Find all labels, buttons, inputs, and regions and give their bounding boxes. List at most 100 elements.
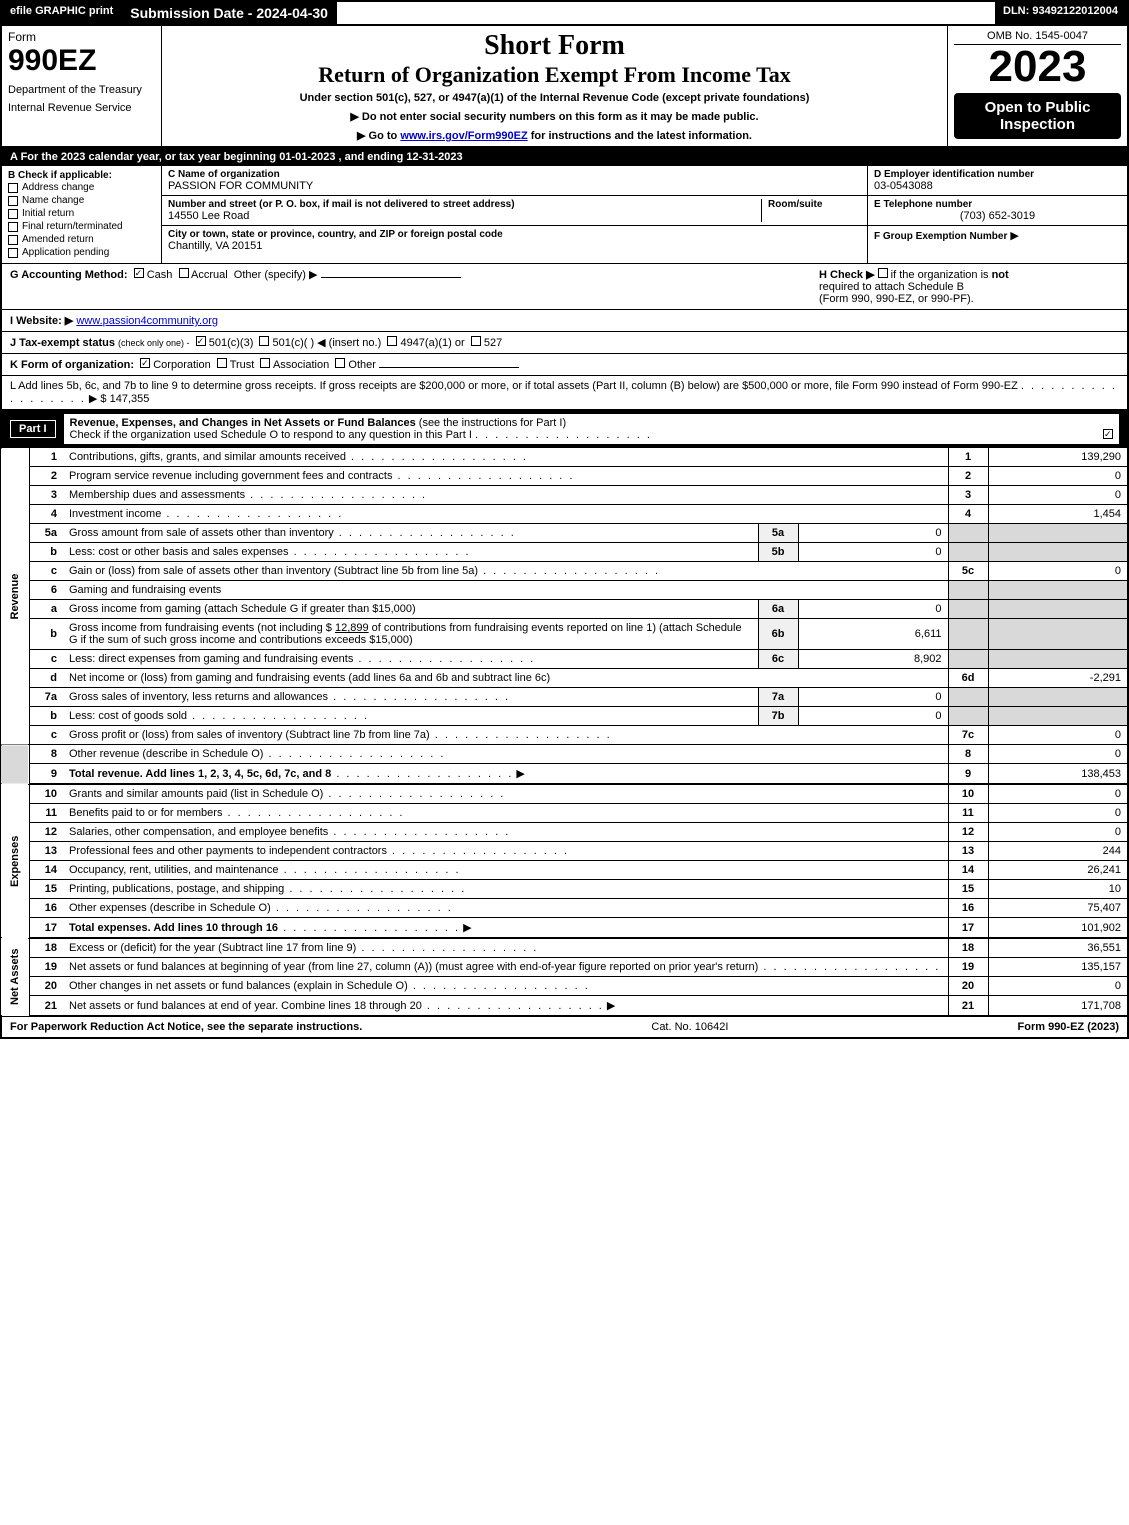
k-corp: Corporation bbox=[153, 359, 210, 371]
line-14: 14 Occupancy, rent, utilities, and maint… bbox=[1, 861, 1128, 880]
k-trust: Trust bbox=[230, 359, 255, 371]
h-text4: (Form 990, 990-EZ, or 990-PF). bbox=[819, 293, 974, 305]
j-501c: 501(c)( ) ◀ (insert no.) bbox=[273, 337, 382, 349]
l12-rnum: 12 bbox=[948, 823, 988, 842]
cb-initial-return[interactable]: Initial return bbox=[8, 207, 155, 220]
l15-val: 10 bbox=[988, 880, 1128, 899]
l17-desc: Total expenses. Add lines 10 through 16 bbox=[69, 922, 278, 934]
line-19: 19 Net assets or fund balances at beginn… bbox=[1, 958, 1128, 977]
l2-num: 2 bbox=[29, 467, 63, 486]
l6a-desc: Gross income from gaming (attach Schedul… bbox=[63, 600, 758, 619]
cb-amended-return[interactable]: Amended return bbox=[8, 233, 155, 246]
rev-side-pad bbox=[1, 745, 29, 785]
e-phone-label: E Telephone number bbox=[874, 199, 1121, 210]
k-other: Other bbox=[348, 359, 376, 371]
l6b-sb: 6b bbox=[758, 619, 798, 650]
cb-assoc[interactable] bbox=[260, 358, 270, 368]
l10-val: 0 bbox=[988, 784, 1128, 804]
cb-501c[interactable] bbox=[259, 336, 269, 346]
l5c-num: c bbox=[29, 562, 63, 581]
cb-corp[interactable] bbox=[140, 358, 150, 368]
part1-check-line: Check if the organization used Schedule … bbox=[70, 429, 472, 441]
cb-trust[interactable] bbox=[217, 358, 227, 368]
l14-desc: Occupancy, rent, utilities, and maintena… bbox=[69, 864, 279, 876]
c-name-label: C Name of organization bbox=[168, 169, 861, 180]
l5b-desc: Less: cost or other basis and sales expe… bbox=[69, 546, 289, 558]
l11-num: 11 bbox=[29, 804, 63, 823]
l7c-val: 0 bbox=[988, 726, 1128, 745]
cb-501c3[interactable] bbox=[196, 336, 206, 346]
j-4947: 4947(a)(1) or bbox=[400, 337, 464, 349]
l5a-sv: 0 bbox=[798, 524, 948, 543]
l21-val: 171,708 bbox=[988, 996, 1128, 1017]
l7a-sb: 7a bbox=[758, 688, 798, 707]
l11-desc: Benefits paid to or for members bbox=[69, 807, 222, 819]
l6a-sv: 0 bbox=[798, 600, 948, 619]
cb-other[interactable] bbox=[335, 358, 345, 368]
cb-name-change[interactable]: Name change bbox=[8, 194, 155, 207]
l5b-num: b bbox=[29, 543, 63, 562]
j-501c3: 501(c)(3) bbox=[209, 337, 254, 349]
cb-4947[interactable] bbox=[387, 336, 397, 346]
cb-address-change[interactable]: Address change bbox=[8, 181, 155, 194]
l3-val: 0 bbox=[988, 486, 1128, 505]
g-other-blank bbox=[321, 277, 461, 278]
cb-527[interactable] bbox=[471, 336, 481, 346]
l3-rnum: 3 bbox=[948, 486, 988, 505]
l5c-rnum: 5c bbox=[948, 562, 988, 581]
cb-amended-return-label: Amended return bbox=[22, 234, 94, 245]
row-l: L Add lines 5b, 6c, and 7b to line 9 to … bbox=[0, 376, 1129, 410]
footer-right: Form 990-EZ (2023) bbox=[1018, 1021, 1119, 1033]
l2-val: 0 bbox=[988, 467, 1128, 486]
phone-value: (703) 652-3019 bbox=[874, 210, 1121, 222]
part1-note: (see the instructions for Part I) bbox=[419, 417, 566, 429]
box-b-title: B Check if applicable: bbox=[8, 170, 155, 181]
line-1: Revenue 1 Contributions, gifts, grants, … bbox=[1, 448, 1128, 467]
l10-desc: Grants and similar amounts paid (list in… bbox=[69, 788, 323, 800]
org-city: Chantilly, VA 20151 bbox=[168, 240, 861, 252]
l7b-desc: Less: cost of goods sold bbox=[69, 710, 187, 722]
l7b-rshade bbox=[948, 707, 988, 726]
ssn-warning-text: Do not enter social security numbers on … bbox=[362, 111, 759, 123]
line-18: Net Assets 18 Excess or (deficit) for th… bbox=[1, 938, 1128, 958]
box-def: D Employer identification number 03-0543… bbox=[867, 166, 1127, 263]
f-group-label: F Group Exemption Number bbox=[874, 231, 1007, 242]
footer-mid: Cat. No. 10642I bbox=[651, 1021, 728, 1033]
website-link[interactable]: www.passion4community.org bbox=[76, 315, 218, 327]
cb-initial-return-label: Initial return bbox=[22, 208, 74, 219]
cb-application-pending-label: Application pending bbox=[22, 247, 109, 258]
k-assoc: Association bbox=[273, 359, 329, 371]
part1-header: Part I Revenue, Expenses, and Changes in… bbox=[0, 410, 1129, 448]
line-5c: c Gain or (loss) from sale of assets oth… bbox=[1, 562, 1128, 581]
cb-h[interactable] bbox=[878, 268, 888, 278]
cb-application-pending[interactable]: Application pending bbox=[8, 246, 155, 259]
cb-final-return[interactable]: Final return/terminated bbox=[8, 220, 155, 233]
irs-link[interactable]: www.irs.gov/Form990EZ bbox=[400, 130, 527, 142]
line-21: 21 Net assets or fund balances at end of… bbox=[1, 996, 1128, 1017]
l6-desc: Gaming and fundraising events bbox=[63, 581, 948, 600]
cb-accrual[interactable] bbox=[179, 268, 189, 278]
h-not: not bbox=[992, 269, 1009, 281]
i-label: I Website: ▶ bbox=[10, 315, 73, 327]
line-17: 17 Total expenses. Add lines 10 through … bbox=[1, 918, 1128, 939]
cb-schedule-o[interactable] bbox=[1103, 429, 1113, 439]
room-suite-label: Room/suite bbox=[768, 199, 861, 210]
l10-rnum: 10 bbox=[948, 784, 988, 804]
l19-desc: Net assets or fund balances at beginning… bbox=[69, 961, 758, 973]
org-street: 14550 Lee Road bbox=[168, 210, 761, 222]
goto-line: Go to www.irs.gov/Form990EZ for instruct… bbox=[168, 129, 941, 142]
dept-irs: Internal Revenue Service bbox=[8, 102, 155, 114]
l4-num: 4 bbox=[29, 505, 63, 524]
h-label: H Check ▶ bbox=[819, 269, 875, 281]
cb-cash[interactable] bbox=[134, 268, 144, 278]
l6b-sv: 6,611 bbox=[798, 619, 948, 650]
line-12: 12 Salaries, other compensation, and emp… bbox=[1, 823, 1128, 842]
line-6d: d Net income or (loss) from gaming and f… bbox=[1, 669, 1128, 688]
l6b-d1: Gross income from fundraising events (no… bbox=[69, 622, 335, 634]
l19-rnum: 19 bbox=[948, 958, 988, 977]
l6a-sb: 6a bbox=[758, 600, 798, 619]
row-gh: G Accounting Method: Cash Accrual Other … bbox=[0, 264, 1129, 310]
l-text: L Add lines 5b, 6c, and 7b to line 9 to … bbox=[10, 380, 1018, 392]
line-11: 11 Benefits paid to or for members 11 0 bbox=[1, 804, 1128, 823]
l5a-num: 5a bbox=[29, 524, 63, 543]
